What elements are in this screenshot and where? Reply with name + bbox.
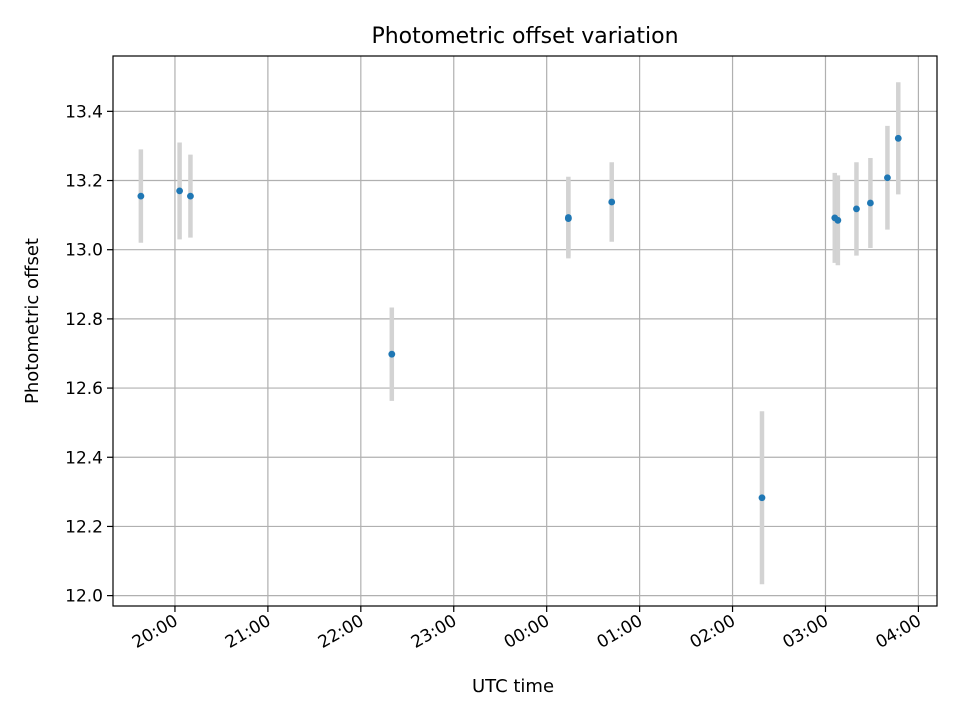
data-point	[176, 187, 184, 195]
y-tick-label: 13.2	[65, 172, 103, 192]
data-point	[758, 494, 766, 502]
data-point	[894, 134, 902, 142]
data-point	[187, 192, 194, 200]
chart-title: Photometric offset variation	[371, 24, 678, 49]
y-tick-label: 12.2	[65, 517, 103, 537]
data-point	[608, 198, 616, 206]
y-tick-label: 13.0	[65, 241, 103, 261]
y-tick-label: 12.8	[65, 310, 103, 330]
plot-frame	[112, 55, 938, 607]
data-point	[853, 205, 860, 213]
data-point	[137, 192, 145, 200]
grid	[113, 56, 937, 606]
y-axis-label: Photometric offset	[22, 238, 43, 404]
y-tick-label: 13.4	[65, 102, 103, 122]
data-point	[866, 199, 874, 207]
data-points	[137, 134, 902, 502]
data-point	[564, 215, 572, 222]
y-tick-label: 12.4	[65, 448, 103, 468]
data-point	[884, 174, 891, 182]
x-axis-label: UTC time	[472, 676, 554, 697]
y-tick-label: 12.0	[65, 587, 103, 607]
data-point	[834, 216, 842, 224]
y-tick-label: 12.6	[65, 379, 103, 399]
data-point	[388, 350, 396, 358]
